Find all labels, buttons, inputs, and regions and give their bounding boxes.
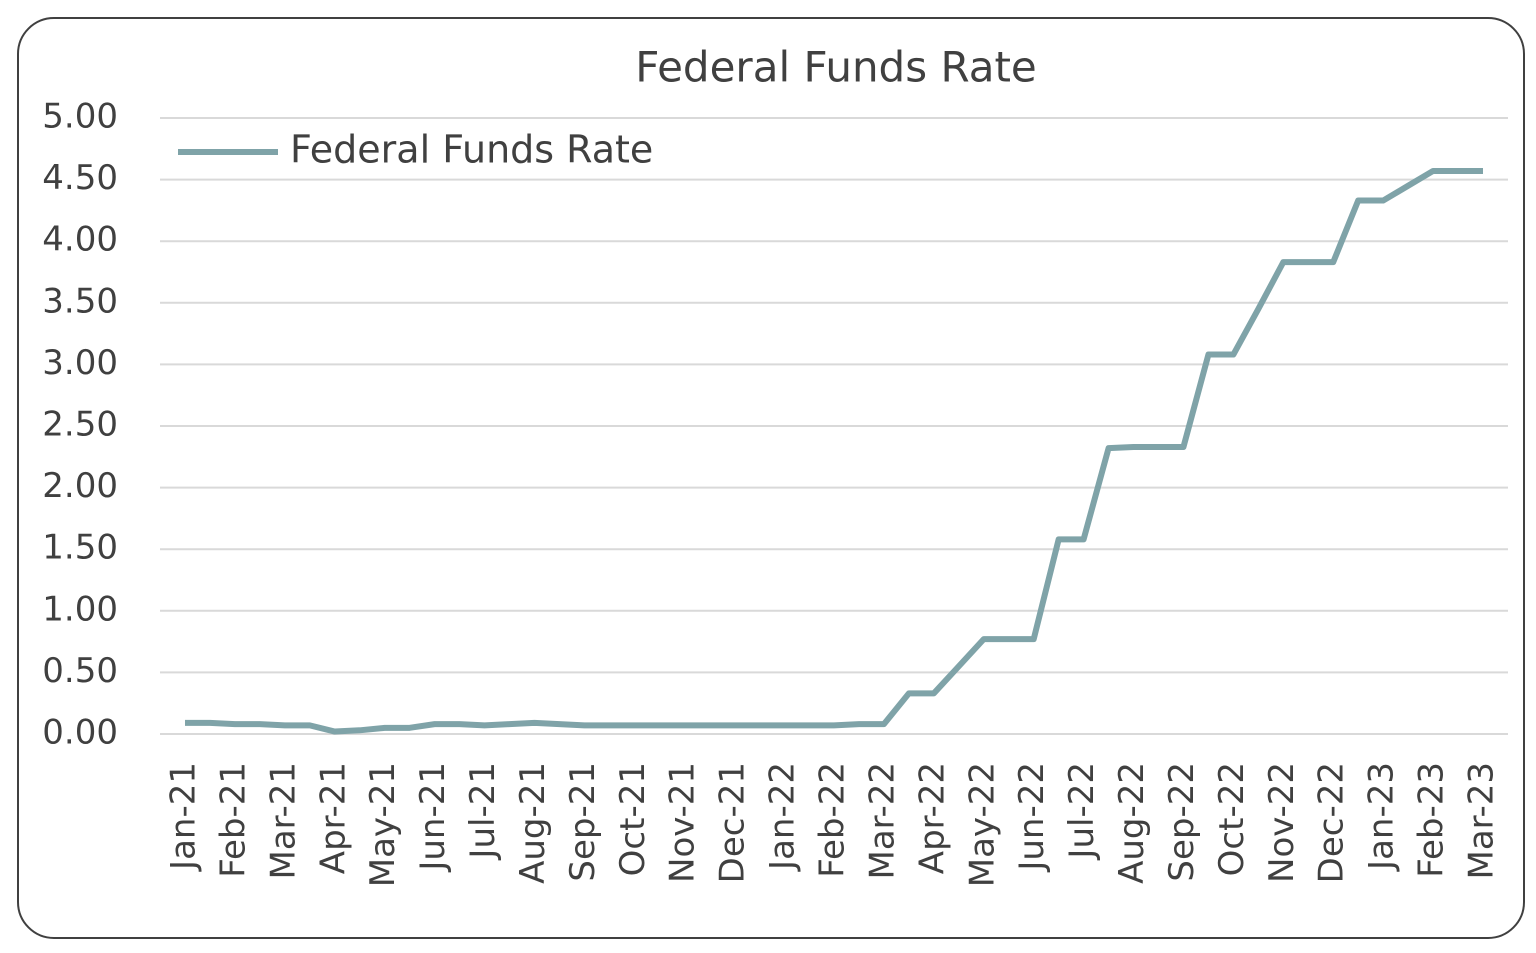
x-tick-label: Mar-21 <box>263 762 303 880</box>
y-tick-label: 3.50 <box>42 281 118 321</box>
x-tick-label: Feb-23 <box>1412 762 1452 878</box>
y-tick-label: 2.00 <box>42 466 118 506</box>
x-tick-label: Jul-21 <box>463 762 503 861</box>
y-tick-label: 1.00 <box>42 589 118 629</box>
x-tick-label: May-22 <box>962 762 1002 887</box>
x-tick-label: Dec-22 <box>1312 762 1352 883</box>
x-tick-label: Sep-22 <box>1162 762 1202 882</box>
y-tick-label: 5.00 <box>42 97 118 137</box>
x-tick-label: Apr-21 <box>313 762 353 874</box>
chart-frame <box>17 17 1525 939</box>
x-tick-label: Jun-21 <box>413 762 453 873</box>
x-tick-label: Feb-21 <box>213 762 253 878</box>
x-tick-label: Mar-23 <box>1462 762 1502 880</box>
chart-title: Federal Funds Rate <box>635 43 1037 92</box>
y-tick-label: 3.00 <box>42 343 118 383</box>
y-tick-label: 0.00 <box>42 713 118 753</box>
data-line <box>185 167 1483 735</box>
x-tick-label: Sep-21 <box>563 762 603 882</box>
legend-label: Federal Funds Rate <box>290 128 653 172</box>
x-tick-label: Oct-21 <box>613 762 653 876</box>
x-tick-label: Apr-22 <box>912 762 952 874</box>
x-tick-label: Dec-21 <box>713 762 753 883</box>
x-tick-label: Jan-21 <box>164 762 204 872</box>
y-tick-label: 4.50 <box>42 158 118 198</box>
x-tick-label: Feb-22 <box>813 762 853 878</box>
x-tick-label: Aug-22 <box>1112 762 1152 884</box>
y-tick-label: 1.50 <box>42 528 118 568</box>
x-tick-label: May-21 <box>363 762 403 887</box>
x-tick-label: Jul-22 <box>1062 762 1102 861</box>
y-tick-label: 0.50 <box>42 651 118 691</box>
x-tick-label: Oct-22 <box>1212 762 1252 876</box>
x-tick-label: Jun-22 <box>1012 762 1052 873</box>
x-tick-label: Aug-21 <box>513 762 553 884</box>
x-tick-label: Nov-21 <box>663 762 703 883</box>
y-tick-label: 4.00 <box>42 220 118 260</box>
x-tick-label: Jan-22 <box>763 762 803 872</box>
x-tick-label: Jan-23 <box>1362 762 1402 872</box>
x-tick-label: Nov-22 <box>1262 762 1302 883</box>
x-tick-label: Mar-22 <box>862 762 902 880</box>
y-tick-label: 2.50 <box>42 405 118 445</box>
